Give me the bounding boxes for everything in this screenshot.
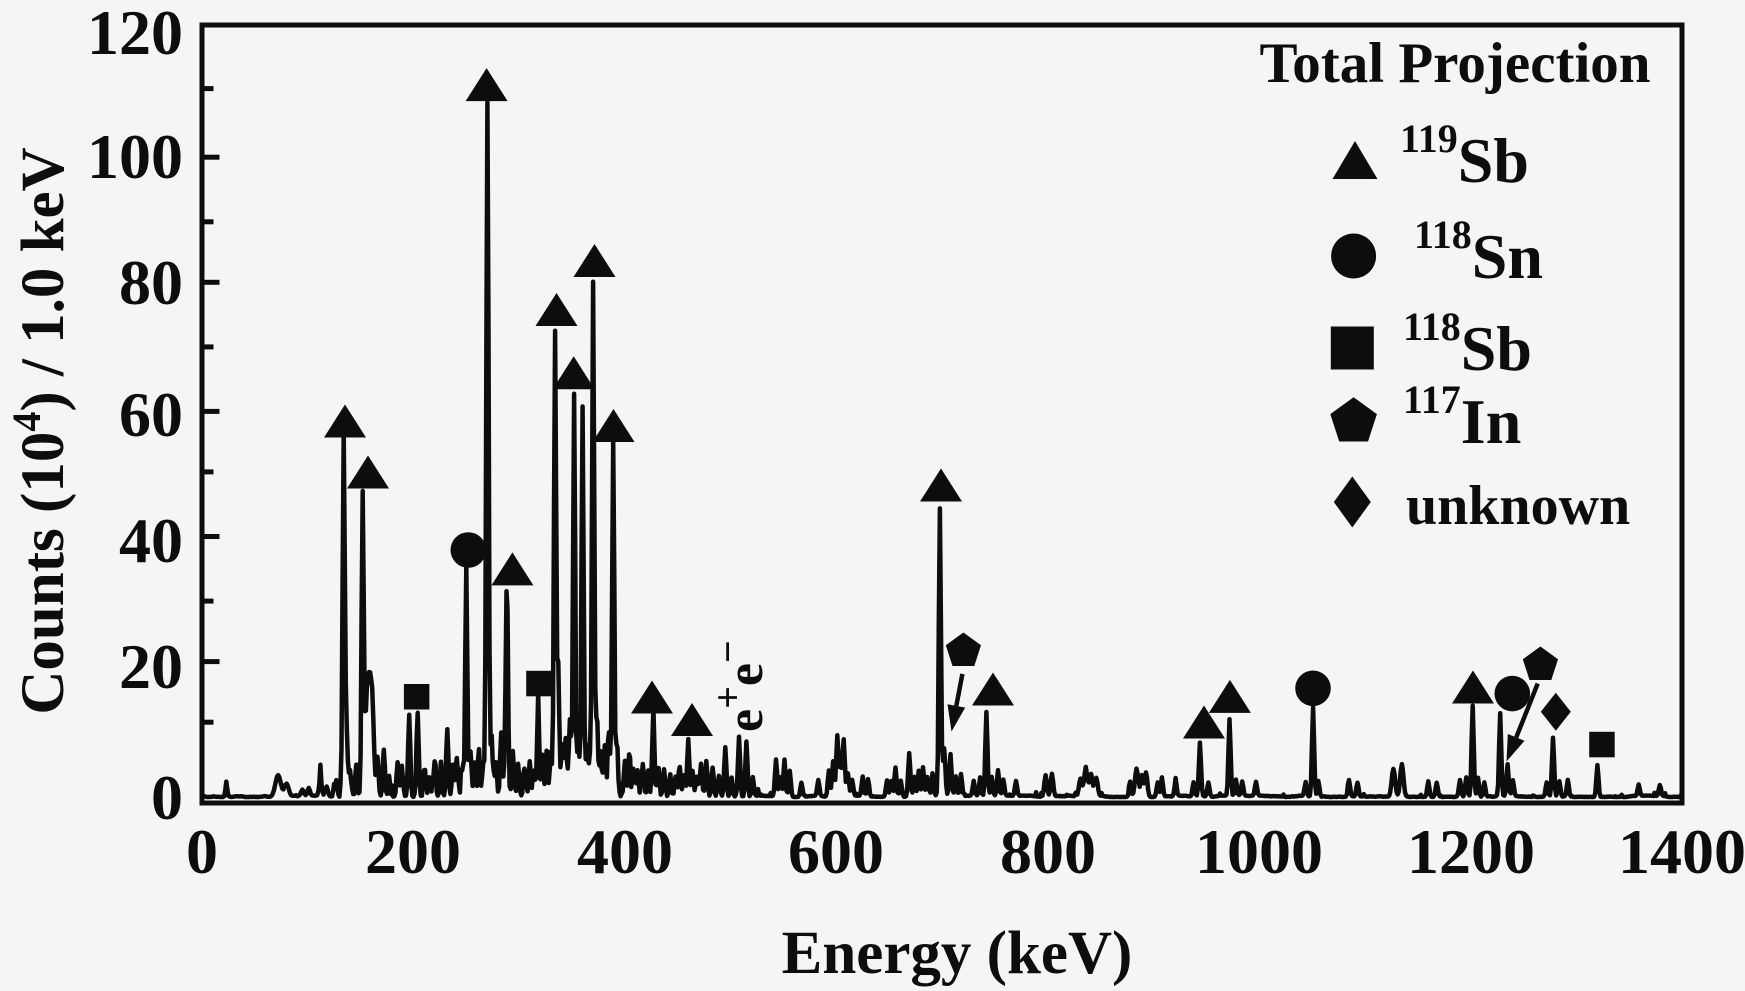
svg-text:118Sb: 118Sb [1403, 304, 1532, 384]
svg-text:20: 20 [119, 631, 183, 702]
svg-text:60: 60 [119, 379, 183, 450]
svg-text:800: 800 [1000, 816, 1096, 887]
svg-text:200: 200 [365, 816, 461, 887]
svg-text:120: 120 [87, 0, 183, 68]
svg-text:400: 400 [577, 816, 673, 887]
svg-text:unknown: unknown [1406, 475, 1630, 537]
svg-text:117In: 117In [1403, 377, 1521, 457]
svg-text:80: 80 [119, 247, 183, 318]
svg-text:0: 0 [151, 762, 183, 833]
svg-text:1200: 1200 [1407, 816, 1535, 887]
svg-text:1400: 1400 [1618, 816, 1745, 887]
svg-text:Energy (keV): Energy (keV) [782, 920, 1133, 987]
svg-text:600: 600 [788, 816, 884, 887]
svg-text:118Sn: 118Sn [1414, 212, 1543, 292]
svg-text:Counts (104) / 1.0 keV: Counts (104) / 1.0 keV [4, 147, 77, 714]
svg-text:119Sb: 119Sb [1400, 116, 1529, 196]
svg-text:40: 40 [119, 505, 183, 576]
svg-text:1000: 1000 [1195, 816, 1323, 887]
svg-text:0: 0 [186, 816, 218, 887]
svg-text:Total Projection: Total Projection [1259, 32, 1650, 95]
svg-text:100: 100 [87, 121, 183, 192]
